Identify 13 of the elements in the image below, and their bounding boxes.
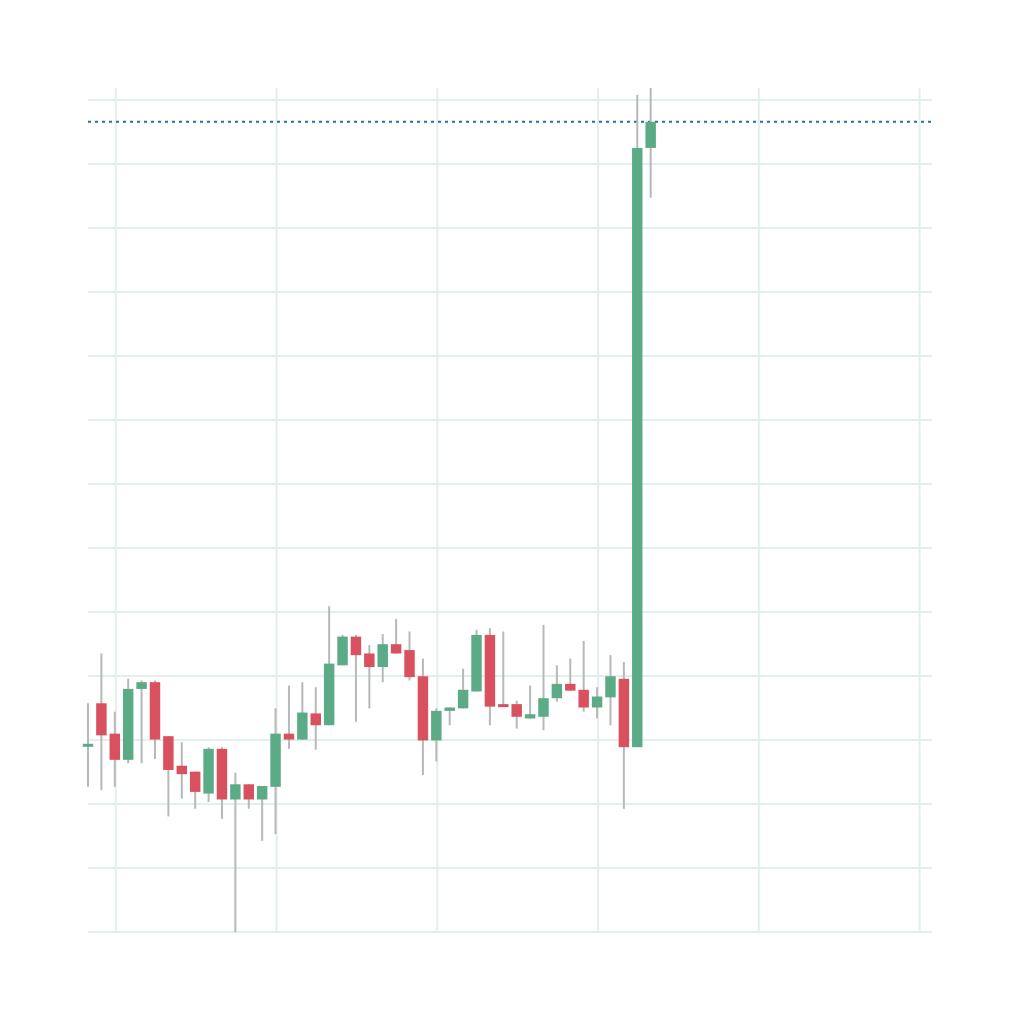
candlestick — [605, 654, 616, 727]
candlestick — [243, 783, 254, 810]
candlestick — [431, 707, 442, 763]
candlestick — [310, 686, 321, 751]
candlestick — [230, 771, 241, 933]
candlestick — [82, 702, 94, 788]
candlestick — [645, 87, 656, 199]
candlestick — [136, 679, 147, 765]
candlestick — [297, 681, 308, 741]
candlestick — [283, 684, 295, 750]
candlestick — [203, 746, 214, 804]
candlestick — [551, 664, 563, 703]
candlestick — [377, 633, 388, 684]
